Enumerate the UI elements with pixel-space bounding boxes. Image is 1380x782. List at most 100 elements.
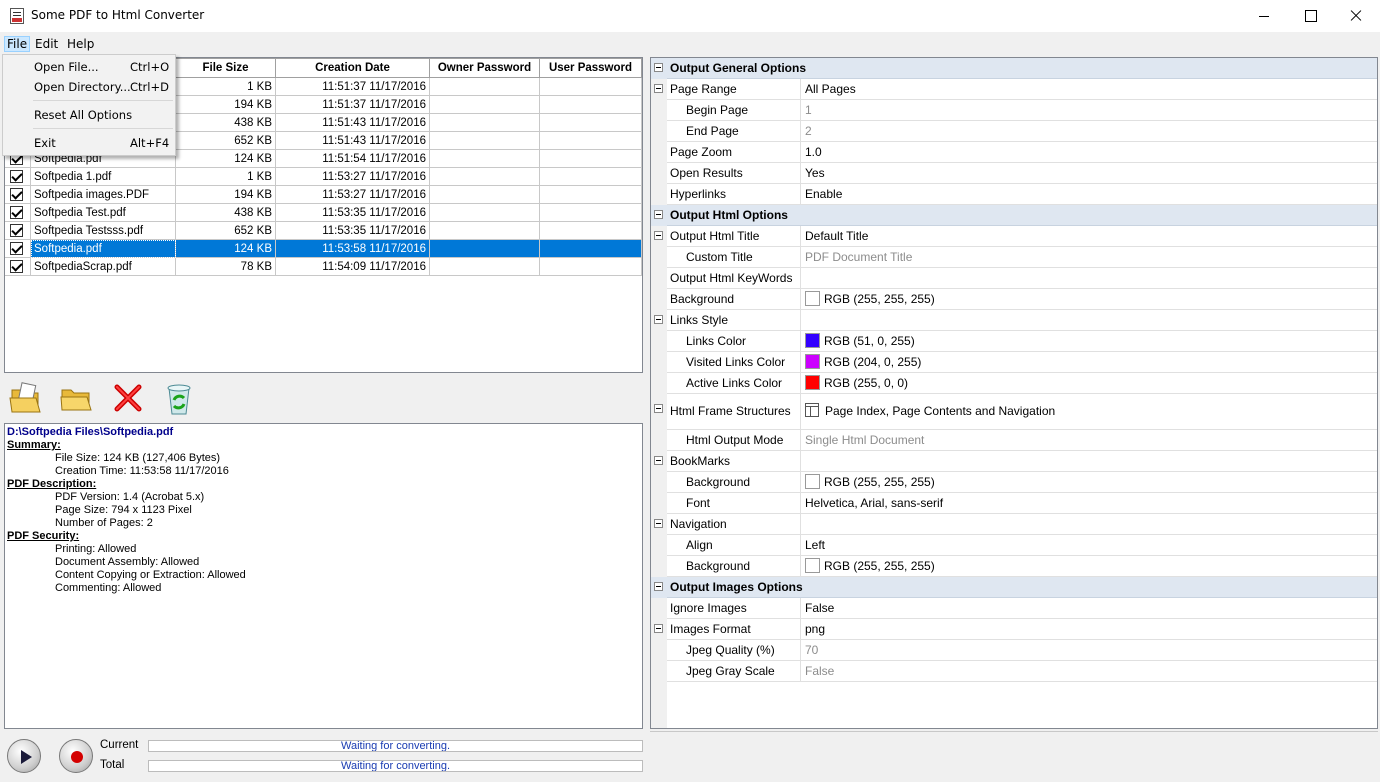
property-value[interactable]: PDF Document Title: [801, 247, 1377, 268]
property-value[interactable]: png: [801, 619, 1377, 640]
property-row-links-color[interactable]: Links Color RGB (51, 0, 255): [651, 331, 1377, 352]
menu-item-open-file[interactable]: Open File... Ctrl+O: [34, 60, 170, 74]
collapse-toggle-icon[interactable]: [654, 63, 663, 72]
column-header-user-password[interactable]: User Password: [540, 58, 642, 78]
owner-password-cell[interactable]: [430, 150, 540, 168]
property-value[interactable]: 2: [801, 121, 1377, 142]
property-row-links-style[interactable]: Links Style: [651, 310, 1377, 331]
table-row[interactable]: Softpedia 1.pdf 1 KB 11:53:27 11/17/2016: [5, 168, 642, 186]
property-category[interactable]: Output Html Options: [651, 205, 1377, 226]
property-row-nav-align[interactable]: Align Left: [651, 535, 1377, 556]
owner-password-cell[interactable]: [430, 168, 540, 186]
menu-item-reset-options[interactable]: Reset All Options: [34, 108, 133, 122]
property-value[interactable]: 1.0: [801, 142, 1377, 163]
property-row-output-mode[interactable]: Html Output Mode Single Html Document: [651, 430, 1377, 451]
menu-edit[interactable]: Edit: [35, 37, 59, 51]
menu-file[interactable]: File: [4, 36, 31, 52]
maximize-button[interactable]: [1287, 0, 1333, 32]
property-row-end-page[interactable]: End Page 2: [651, 121, 1377, 142]
menu-item-exit[interactable]: Exit Alt+F4: [34, 136, 170, 150]
user-password-cell[interactable]: [540, 240, 642, 258]
property-value[interactable]: Left: [801, 535, 1377, 556]
property-value[interactable]: All Pages: [801, 79, 1377, 100]
property-row-ignore-images[interactable]: Ignore Images False: [651, 598, 1377, 619]
user-password-cell[interactable]: [540, 96, 642, 114]
property-row-bookmarks[interactable]: BookMarks: [651, 451, 1377, 472]
property-value[interactable]: 1: [801, 100, 1377, 121]
property-value[interactable]: Single Html Document: [801, 430, 1377, 451]
panel-splitter[interactable]: [646, 57, 650, 782]
recycle-icon[interactable]: [159, 378, 199, 418]
user-password-cell[interactable]: [540, 150, 642, 168]
owner-password-cell[interactable]: [430, 132, 540, 150]
owner-password-cell[interactable]: [430, 204, 540, 222]
user-password-cell[interactable]: [540, 222, 642, 240]
property-category[interactable]: Output Images Options: [651, 577, 1377, 598]
property-row-html-title[interactable]: Output Html Title Default Title: [651, 226, 1377, 247]
property-row-page-range[interactable]: Page Range All Pages: [651, 79, 1377, 100]
row-checkbox[interactable]: [10, 170, 23, 183]
row-checkbox[interactable]: [10, 242, 23, 255]
collapse-toggle-icon[interactable]: [654, 404, 663, 413]
collapse-toggle-icon[interactable]: [654, 84, 663, 93]
owner-password-cell[interactable]: [430, 222, 540, 240]
property-value[interactable]: [801, 514, 1377, 535]
row-checkbox-cell[interactable]: [5, 222, 31, 240]
table-row[interactable]: Softpedia.pdf 124 KB 11:51:54 11/17/2016: [5, 150, 642, 168]
owner-password-cell[interactable]: [430, 114, 540, 132]
property-value[interactable]: RGB (255, 255, 255): [801, 556, 1377, 577]
table-row[interactable]: Softpedia.pdf 124 KB 11:53:58 11/17/2016: [5, 240, 642, 258]
property-value[interactable]: False: [801, 661, 1377, 682]
property-row-active-color[interactable]: Active Links Color RGB (255, 0, 0): [651, 373, 1377, 394]
collapse-toggle-icon[interactable]: [654, 456, 663, 465]
delete-icon[interactable]: [108, 378, 148, 418]
minimize-button[interactable]: [1241, 0, 1287, 32]
property-row-begin-page[interactable]: Begin Page 1: [651, 100, 1377, 121]
property-row-hyperlinks[interactable]: Hyperlinks Enable: [651, 184, 1377, 205]
property-category[interactable]: Output General Options: [651, 58, 1377, 79]
property-value[interactable]: RGB (255, 255, 255): [801, 472, 1377, 493]
property-row-frame-structures[interactable]: Html Frame Structures Page Index, Page Co…: [651, 394, 1377, 430]
property-value[interactable]: Helvetica, Arial, sans-serif: [801, 493, 1377, 514]
table-row[interactable]: Softpedia images.PDF 194 KB 11:53:27 11/17…: [5, 186, 642, 204]
property-row-nav-background[interactable]: Background RGB (255, 255, 255): [651, 556, 1377, 577]
column-header-owner-password[interactable]: Owner Password: [430, 58, 540, 78]
user-password-cell[interactable]: [540, 114, 642, 132]
open-file-icon[interactable]: [6, 378, 46, 418]
row-checkbox-cell[interactable]: [5, 240, 31, 258]
row-checkbox-cell[interactable]: [5, 258, 31, 276]
row-checkbox-cell[interactable]: [5, 168, 31, 186]
table-row[interactable]: SoftpediaScrap.pdf 78 KB 11:54:09 11/17/20…: [5, 258, 642, 276]
stop-convert-button[interactable]: [59, 739, 93, 773]
user-password-cell[interactable]: [540, 204, 642, 222]
open-folder-icon[interactable]: [56, 378, 96, 418]
row-checkbox-cell[interactable]: [5, 204, 31, 222]
property-value[interactable]: RGB (255, 255, 255): [801, 289, 1377, 310]
menu-help[interactable]: Help: [67, 37, 95, 51]
owner-password-cell[interactable]: [430, 240, 540, 258]
property-row-navigation[interactable]: Navigation: [651, 514, 1377, 535]
property-row-open-results[interactable]: Open Results Yes: [651, 163, 1377, 184]
property-row-jpeg-quality[interactable]: Jpeg Quality (%) 70: [651, 640, 1377, 661]
property-row-keywords[interactable]: Output Html KeyWords: [651, 268, 1377, 289]
property-row-background[interactable]: Background RGB (255, 255, 255): [651, 289, 1377, 310]
owner-password-cell[interactable]: [430, 258, 540, 276]
property-row-page-zoom[interactable]: Page Zoom 1.0: [651, 142, 1377, 163]
property-value[interactable]: RGB (51, 0, 255): [801, 331, 1377, 352]
property-value[interactable]: False: [801, 598, 1377, 619]
owner-password-cell[interactable]: [430, 96, 540, 114]
property-value[interactable]: [801, 310, 1377, 331]
collapse-toggle-icon[interactable]: [654, 624, 663, 633]
property-value[interactable]: Enable: [801, 184, 1377, 205]
property-value[interactable]: RGB (255, 0, 0): [801, 373, 1377, 394]
table-row[interactable]: Softpedia Testsss.pdf 652 KB 11:53:35 11/1…: [5, 222, 642, 240]
collapse-toggle-icon[interactable]: [654, 210, 663, 219]
property-value[interactable]: Page Index, Page Contents and Navigation: [801, 394, 1377, 430]
property-row-visited-color[interactable]: Visited Links Color RGB (204, 0, 255): [651, 352, 1377, 373]
property-row-bm-background[interactable]: Background RGB (255, 255, 255): [651, 472, 1377, 493]
start-convert-button[interactable]: [7, 739, 41, 773]
row-checkbox[interactable]: [10, 206, 23, 219]
row-checkbox-cell[interactable]: [5, 186, 31, 204]
options-property-grid[interactable]: Output General Options Page Range All Page…: [650, 57, 1378, 729]
user-password-cell[interactable]: [540, 78, 642, 96]
